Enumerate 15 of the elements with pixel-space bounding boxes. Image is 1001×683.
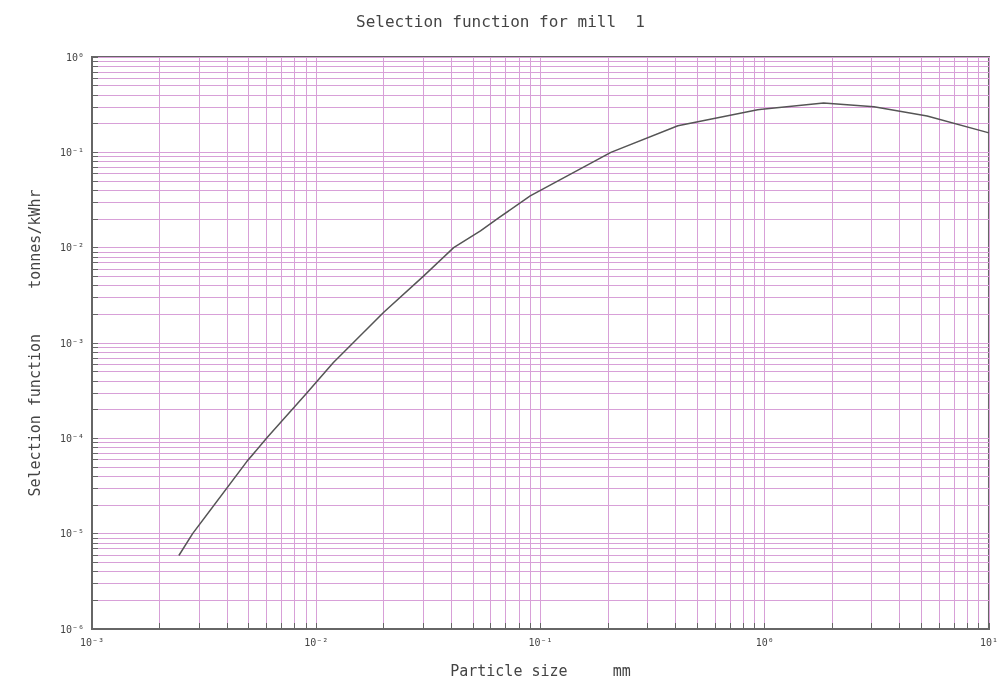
x-tick-label: 10⁻³ [79, 636, 105, 648]
y-tick-label: 10⁻⁵ [59, 528, 84, 540]
y-tick-label: 10⁻⁶ [59, 623, 84, 635]
y-tick-label: 10⁻³ [59, 337, 84, 349]
y-tick-label: 10⁻¹ [59, 146, 84, 158]
y-tick-label: 10⁻⁴ [59, 432, 84, 444]
chart-title: Selection function for mill 1 [356, 11, 645, 31]
x-tick-label: 10¹ [979, 636, 998, 648]
y-tick-label: 10⁰ [65, 51, 84, 63]
x-tick-label: 10⁻¹ [528, 636, 553, 648]
x-tick-label: 10⁻² [304, 636, 329, 648]
x-axis-title: Particle size mm [450, 661, 631, 680]
y-axis-title: Selection function tonnes/kWhr [25, 189, 44, 497]
x-tick-label: 10⁰ [755, 636, 774, 648]
y-tick-label: 10⁻² [59, 242, 84, 254]
